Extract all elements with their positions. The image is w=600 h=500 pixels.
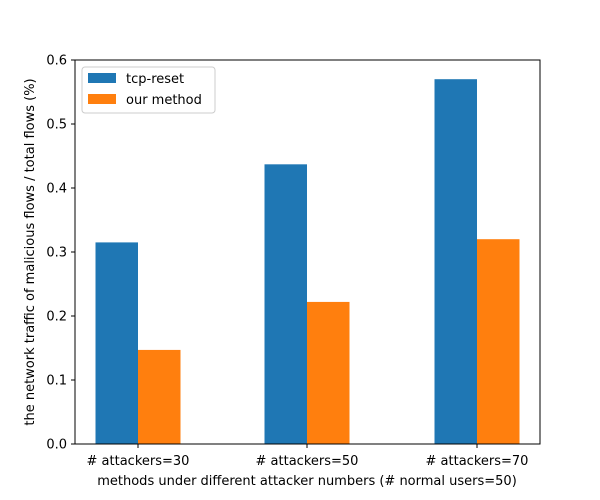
legend-swatch-our-method [88, 94, 116, 104]
y-tick-label: 0.0 [46, 438, 67, 453]
bar-our-method-1 [138, 349, 181, 444]
bars-layer [95, 79, 520, 444]
x-tick-label: # attackers=30 [87, 454, 190, 469]
x-tick-label: # attackers=50 [256, 454, 359, 469]
x-axis-label: methods under different attacker numbers… [97, 474, 517, 489]
y-tick-label: 0.4 [46, 182, 67, 197]
legend-label-tcp-reset: tcp-reset [126, 72, 184, 87]
y-tick-label: 0.1 [46, 374, 67, 389]
y-axis: 0.0 0.1 0.2 0.3 0.4 0.5 0.6 [46, 54, 75, 453]
bar-our-method-3 [477, 239, 520, 444]
legend-swatch-tcp-reset [88, 73, 116, 83]
y-tick-label: 0.2 [46, 310, 67, 325]
bar-tcp-reset-1 [95, 242, 138, 444]
y-tick-label: 0.5 [46, 118, 67, 133]
y-tick-label: 0.6 [46, 54, 67, 69]
y-tick-label: 0.3 [46, 246, 67, 261]
bar-tcp-reset-2 [264, 164, 307, 444]
legend-label-our-method: our method [126, 93, 202, 108]
y-axis-label: the network traffic of malicious flows /… [23, 78, 38, 425]
legend: tcp-reset our method [81, 66, 216, 114]
x-tick-label: # attackers=70 [426, 454, 529, 469]
bar-our-method-2 [307, 301, 350, 444]
x-axis: # attackers=30 # attackers=50 # attackers=… [87, 444, 529, 469]
bar-tcp-reset-3 [434, 79, 477, 444]
